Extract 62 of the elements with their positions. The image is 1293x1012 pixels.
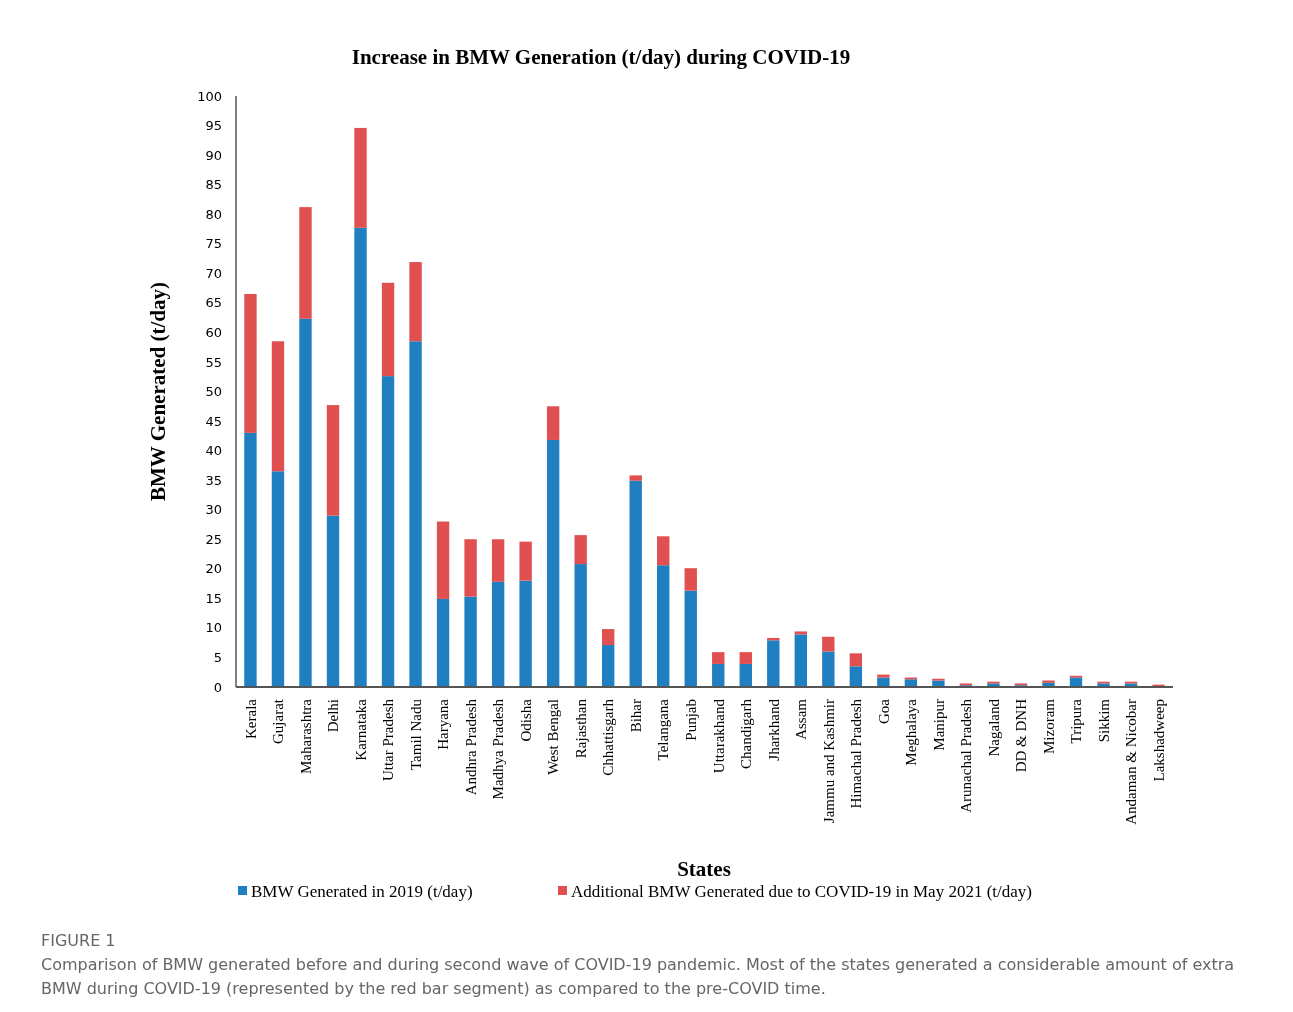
x-tick-label: Bihar — [627, 699, 644, 733]
y-tick-label: 10 — [205, 620, 222, 636]
y-tick-label: 30 — [205, 502, 222, 518]
y-tick-label: 65 — [205, 295, 222, 311]
y-tick-label: 5 — [213, 650, 222, 665]
x-tick-label: Punjab — [682, 699, 699, 741]
y-tick-label: 90 — [205, 147, 222, 163]
x-tick-label: Tripura — [1068, 698, 1085, 744]
x-tick-label: Chhattisgarh — [600, 698, 617, 776]
x-tick-label: Telangana — [655, 698, 672, 761]
x-tick-label: West Bengal — [545, 699, 562, 775]
legend-label: BMW Generated in 2019 (t/day) — [251, 881, 473, 901]
y-tick-label: 15 — [205, 590, 222, 606]
x-tick-label: Manipur — [930, 699, 947, 751]
y-tick-label: 85 — [205, 177, 222, 193]
y-tick-label: 95 — [205, 118, 222, 134]
y-tick-label: 45 — [205, 413, 222, 429]
y-axis-title: BMW Generated (t/day) — [146, 282, 170, 501]
y-tick-label: 25 — [205, 531, 222, 547]
caption: FIGURE 1 — [41, 930, 116, 950]
x-tick-label: Uttarakhand — [710, 698, 727, 774]
x-tick-label: Madhya Pradesh — [490, 698, 507, 800]
y-tick-label: 55 — [205, 354, 222, 370]
x-tick-label: Odisha — [517, 698, 534, 742]
x-tick-label: Rajasthan — [572, 698, 589, 759]
y-tick-label: 70 — [205, 265, 222, 281]
x-tick-label: Delhi — [325, 699, 342, 733]
y-tick-label: 35 — [205, 472, 222, 488]
y-tick-label: 100 — [197, 88, 222, 104]
y-tick-label: 75 — [205, 236, 222, 252]
x-tick-label: Tamil Nadu — [407, 698, 424, 771]
x-tick-label: Karnataka — [352, 698, 369, 761]
x-tick-label: Andaman & Nicobar — [1123, 699, 1140, 825]
x-tick-label: Assam — [793, 698, 810, 740]
x-tick-label: Jharkhand — [765, 698, 782, 761]
x-tick-label: Maharashtra — [297, 698, 314, 774]
y-tick-label: 50 — [205, 384, 222, 400]
x-tick-label: Nagaland — [985, 698, 1002, 757]
legend-label: Additional BMW Generated due to COVID-19 in May 2021 (t/day) — [571, 881, 1032, 901]
x-tick-label: Mizoram — [1040, 698, 1057, 754]
x-tick-label: Arunachal Pradesh — [958, 698, 975, 813]
x-tick-label: Gujarat — [270, 698, 287, 744]
x-tick-label: Uttar Pradesh — [380, 698, 397, 782]
x-tick-label: Kerala — [242, 698, 259, 739]
x-tick-label: Lakshadweep — [1150, 699, 1167, 782]
y-tick-label: 20 — [205, 561, 222, 577]
x-tick-label: Jammu and Kashmir — [820, 699, 837, 824]
x-tick-label: DD & DNH — [1013, 698, 1030, 773]
x-tick-label: Chandigarh — [738, 698, 755, 769]
y-tick-label: 80 — [205, 206, 222, 222]
x-tick-label: Goa — [875, 698, 892, 724]
x-tick-label: Haryana — [435, 698, 452, 750]
chart-title: Increase in BMW Generation (t/day) during COVID-19 — [351, 45, 851, 69]
x-tick-label: Meghalaya — [903, 698, 920, 766]
x-tick-label: Sikkim — [1095, 698, 1112, 743]
y-tick-label: 60 — [205, 324, 222, 340]
y-tick-label: 0 — [213, 679, 222, 695]
text: Comparison of BMW generated before and during second wave of COVID-19 pandemic. Most of the states generated a considerable amount of extra BMW during COVID-19 (represented by the red bar segment) as compared to the pre-COVID time. — [41, 954, 1235, 998]
x-tick-label: Andhra Pradesh — [462, 698, 479, 796]
x-axis-title: States — [677, 857, 731, 881]
y-tick-label: 40 — [205, 443, 222, 459]
x-tick-label: Himachal Pradesh — [848, 698, 865, 809]
